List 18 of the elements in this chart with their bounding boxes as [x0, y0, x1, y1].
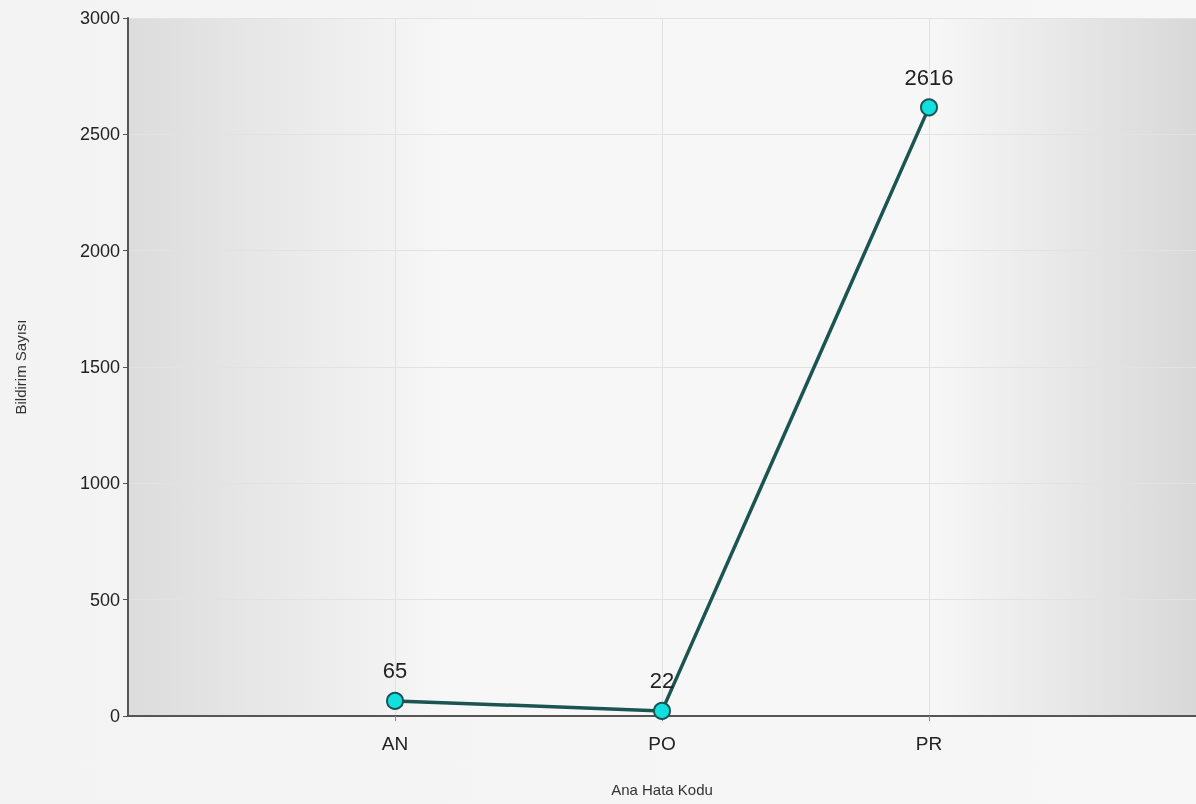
point — [386, 691, 404, 710]
y-tick-label: 0 — [109, 706, 120, 726]
point — [920, 98, 938, 117]
x-tick-label: AN — [381, 733, 409, 754]
x-tick-label: PR — [915, 733, 943, 754]
x-axis-title: Ana Hata Kodu — [611, 781, 713, 798]
data-label: 2616 — [904, 64, 954, 90]
y-tick-label: 1000 — [79, 473, 120, 494]
x-tick-label: PO — [648, 733, 676, 754]
y-tick-label: 1500 — [79, 357, 120, 377]
data-label: 22 — [649, 668, 675, 694]
point — [653, 701, 671, 720]
y-tick-label: 500 — [89, 589, 120, 610]
y-tick-label: 3000 — [79, 8, 120, 28]
y-axis-title: Bildirim Sayısı — [12, 319, 29, 415]
data-label: 65 — [382, 658, 408, 684]
y-tick-label: 2500 — [79, 124, 120, 145]
y-tick-label: 2000 — [79, 240, 120, 261]
